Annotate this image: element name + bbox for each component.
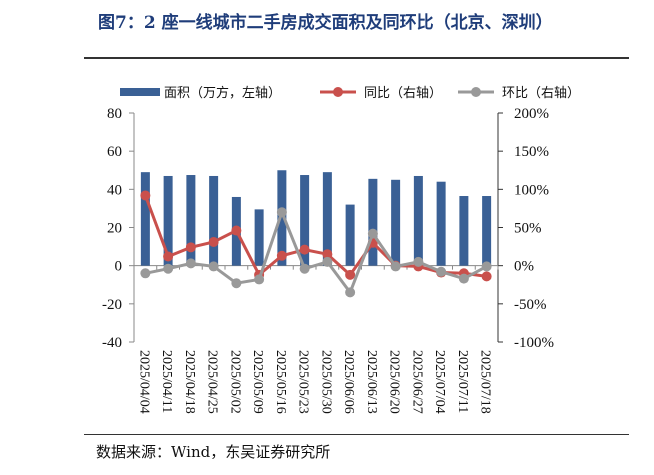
x-tick-label: 2025/05/02 (227, 350, 242, 414)
series-point (322, 256, 333, 267)
series-point (481, 261, 492, 272)
right-tick-label: -100% (514, 335, 554, 351)
footer-divider (84, 434, 629, 435)
x-tick-label: 2025/05/30 (318, 350, 333, 414)
left-tick-label: 0 (115, 259, 123, 275)
series-point (231, 278, 242, 289)
series-line (143, 194, 487, 278)
x-tick-label: 2025/04/04 (136, 350, 151, 414)
x-tick-label: 2025/07/18 (478, 350, 493, 414)
x-tick-label: 2025/05/09 (250, 350, 265, 414)
series-point (208, 261, 219, 272)
bar (186, 175, 196, 266)
x-tick-label: 2025/06/13 (364, 350, 379, 414)
bar (254, 209, 264, 266)
series-point (299, 244, 310, 255)
series-point (276, 250, 287, 261)
bar (322, 172, 332, 266)
series-point (208, 237, 219, 248)
series-line (145, 207, 488, 296)
legend-swatch (120, 88, 160, 96)
right-tick-label: 200% (514, 106, 549, 122)
bar (482, 196, 492, 266)
left-tick-label: 40 (107, 182, 122, 198)
series-point (231, 225, 242, 236)
series-point (276, 207, 287, 218)
series-point (481, 271, 492, 282)
x-tick-label: 2025/04/18 (182, 350, 197, 414)
x-tick-label: 2025/04/11 (159, 350, 174, 413)
series-point (345, 269, 356, 280)
series-point (140, 190, 151, 201)
bar (459, 196, 469, 266)
x-tick-label: 2025/06/06 (341, 350, 356, 414)
bar (436, 181, 446, 266)
series-point (436, 266, 447, 277)
bar (277, 170, 287, 266)
x-tick-label: 2025/06/20 (387, 350, 402, 414)
series-point (390, 261, 401, 272)
x-tick-label: 2025/04/25 (205, 350, 220, 414)
source-note: 数据来源：Wind，东吴证券研究所 (96, 443, 331, 461)
left-tick-label: 80 (107, 106, 122, 122)
series-point (163, 251, 174, 262)
bar (413, 175, 423, 266)
series-point (413, 256, 424, 267)
series-point (299, 263, 310, 274)
bar (391, 179, 401, 266)
left-tick-label: 60 (107, 144, 122, 160)
bar (163, 175, 173, 266)
series-point (163, 263, 174, 274)
series-point (140, 268, 151, 279)
legend-marker (333, 87, 343, 97)
series-point (254, 274, 265, 285)
x-tick-label: 2025/05/16 (273, 350, 288, 414)
series-point (185, 258, 196, 269)
left-tick-label: 20 (107, 221, 122, 237)
x-tick-label: 2025/07/11 (455, 350, 470, 413)
right-tick-label: 100% (514, 182, 549, 198)
legend-label: 环比（右轴） (502, 85, 580, 100)
right-tick-label: 50% (514, 221, 542, 237)
right-tick-label: 150% (514, 144, 549, 160)
series-point (458, 273, 469, 284)
series-point (367, 228, 378, 239)
x-tick-label: 2025/07/04 (432, 350, 447, 414)
legend-label: 面积（万方，左轴） (164, 85, 281, 100)
bar (368, 178, 378, 266)
left-tick-label: -40 (102, 335, 122, 351)
x-tick-label: 2025/05/23 (296, 350, 311, 414)
bar (209, 175, 219, 266)
series-point (322, 249, 333, 260)
left-tick-label: -20 (102, 297, 122, 313)
bar (140, 172, 150, 266)
bar (300, 175, 310, 266)
series-point (345, 287, 356, 298)
title-divider (84, 57, 629, 59)
series-point (185, 242, 196, 253)
right-tick-label: -50% (514, 297, 547, 313)
legend-marker (471, 87, 481, 97)
x-tick-label: 2025/06/27 (409, 350, 424, 414)
chart-title: 图7：2 座一线城市二手房成交面积及同环比（北京、深圳） (98, 13, 553, 33)
right-tick-label: 0% (514, 259, 534, 275)
bar (345, 204, 355, 266)
legend-label: 同比（右轴） (364, 85, 442, 100)
